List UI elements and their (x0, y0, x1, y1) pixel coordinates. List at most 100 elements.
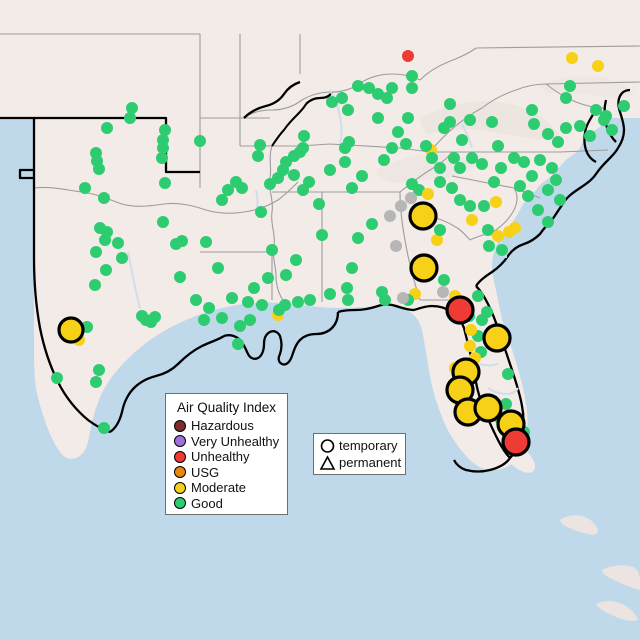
station-marker[interactable] (100, 264, 112, 276)
station-marker[interactable] (298, 130, 310, 142)
station-marker[interactable] (420, 140, 432, 152)
station-marker[interactable] (126, 102, 138, 114)
station-marker[interactable] (262, 272, 274, 284)
station-marker[interactable] (472, 290, 484, 302)
station-marker[interactable] (336, 92, 348, 104)
station-marker[interactable] (473, 393, 503, 423)
station-marker[interactable] (346, 182, 358, 194)
station-marker[interactable] (397, 292, 409, 304)
station-marker[interactable] (465, 324, 477, 336)
station-marker[interactable] (242, 296, 254, 308)
station-marker[interactable] (342, 104, 354, 116)
station-marker[interactable] (356, 170, 368, 182)
station-marker[interactable] (98, 422, 110, 434)
station-marker[interactable] (600, 110, 612, 122)
station-marker[interactable] (190, 294, 202, 306)
station-marker[interactable] (501, 427, 531, 457)
station-marker[interactable] (101, 122, 113, 134)
station-marker[interactable] (194, 135, 206, 147)
station-marker[interactable] (406, 70, 418, 82)
station-marker[interactable] (518, 156, 530, 168)
station-marker[interactable] (316, 229, 328, 241)
station-marker[interactable] (157, 142, 169, 154)
station-marker[interactable] (216, 194, 228, 206)
station-marker[interactable] (384, 210, 396, 222)
station-marker[interactable] (232, 338, 244, 350)
station-marker[interactable] (174, 271, 186, 283)
station-marker[interactable] (89, 279, 101, 291)
station-marker[interactable] (176, 235, 188, 247)
station-marker[interactable] (560, 122, 572, 134)
station-marker[interactable] (496, 244, 508, 256)
station-marker[interactable] (488, 176, 500, 188)
station-marker[interactable] (343, 136, 355, 148)
station-marker[interactable] (509, 222, 521, 234)
station-marker[interactable] (495, 162, 507, 174)
station-marker[interactable] (554, 194, 566, 206)
station-marker[interactable] (366, 218, 378, 230)
station-marker[interactable] (390, 240, 402, 252)
station-marker[interactable] (400, 138, 412, 150)
station-marker[interactable] (466, 152, 478, 164)
station-marker[interactable] (51, 372, 63, 384)
station-marker[interactable] (514, 180, 526, 192)
station-marker[interactable] (379, 294, 391, 306)
station-marker[interactable] (437, 286, 449, 298)
station-marker[interactable] (532, 204, 544, 216)
station-marker[interactable] (90, 376, 102, 388)
station-marker[interactable] (564, 80, 576, 92)
station-marker[interactable] (508, 152, 520, 164)
station-marker[interactable] (448, 152, 460, 164)
station-marker[interactable] (381, 92, 393, 104)
station-marker[interactable] (198, 314, 210, 326)
station-marker[interactable] (546, 162, 558, 174)
station-marker[interactable] (502, 368, 514, 380)
station-marker[interactable] (542, 184, 554, 196)
station-marker[interactable] (431, 234, 443, 246)
station-marker[interactable] (339, 156, 351, 168)
station-marker[interactable] (304, 294, 316, 306)
station-marker[interactable] (297, 142, 309, 154)
station-marker[interactable] (402, 112, 414, 124)
station-marker[interactable] (90, 246, 102, 258)
station-marker[interactable] (490, 196, 502, 208)
station-marker[interactable] (93, 364, 105, 376)
station-marker[interactable] (482, 323, 512, 353)
station-marker[interactable] (592, 60, 604, 72)
station-marker[interactable] (550, 174, 562, 186)
station-marker[interactable] (454, 162, 466, 174)
station-marker[interactable] (445, 295, 475, 325)
station-marker[interactable] (280, 269, 292, 281)
station-marker[interactable] (434, 176, 446, 188)
station-marker[interactable] (254, 139, 266, 151)
station-marker[interactable] (203, 302, 215, 314)
station-marker[interactable] (256, 299, 268, 311)
station-marker[interactable] (434, 224, 446, 236)
station-marker[interactable] (409, 253, 439, 283)
station-marker[interactable] (234, 320, 246, 332)
station-marker[interactable] (288, 169, 300, 181)
station-marker[interactable] (492, 230, 504, 242)
station-marker[interactable] (426, 152, 438, 164)
station-marker[interactable] (222, 184, 234, 196)
station-marker[interactable] (500, 398, 512, 410)
station-marker[interactable] (590, 104, 602, 116)
station-marker[interactable] (313, 198, 325, 210)
station-marker[interactable] (57, 316, 85, 344)
station-marker[interactable] (124, 112, 136, 124)
station-marker[interactable] (149, 311, 161, 323)
station-marker[interactable] (342, 294, 354, 306)
station-marker[interactable] (438, 274, 450, 286)
station-marker[interactable] (159, 124, 171, 136)
station-marker[interactable] (248, 282, 260, 294)
station-marker[interactable] (226, 292, 238, 304)
station-marker[interactable] (606, 124, 618, 136)
station-marker[interactable] (352, 80, 364, 92)
station-marker[interactable] (324, 288, 336, 300)
station-marker[interactable] (98, 192, 110, 204)
station-marker[interactable] (99, 234, 111, 246)
station-marker[interactable] (552, 136, 564, 148)
station-marker[interactable] (324, 164, 336, 176)
station-marker[interactable] (618, 100, 630, 112)
